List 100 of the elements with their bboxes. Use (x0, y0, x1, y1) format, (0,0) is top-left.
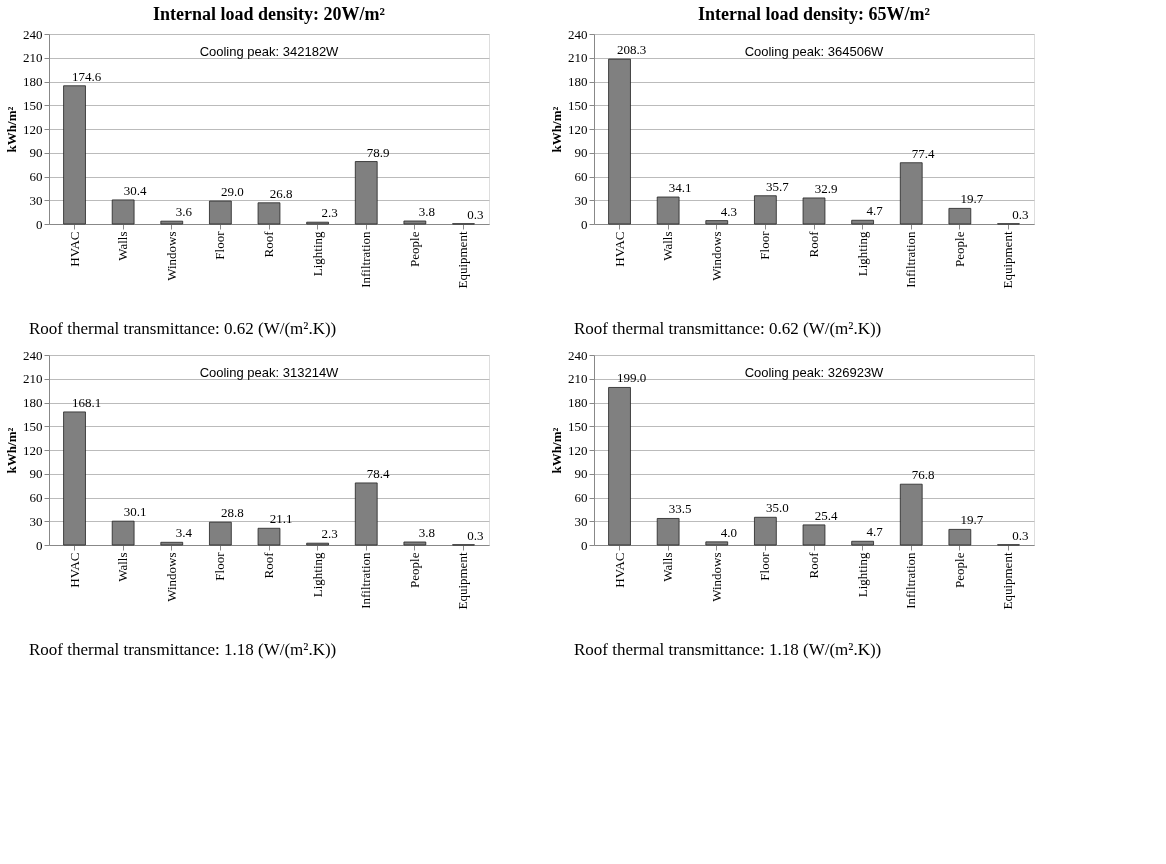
chart-title: Internal load density: 20W/m² (153, 4, 385, 24)
data-label: 199.0 (616, 370, 647, 386)
y-tick-label: 0 (36, 537, 43, 553)
y-tick-label: 120 (568, 121, 588, 137)
y-axis-title: kWh/m² (549, 427, 564, 474)
x-tick-label: Roof (806, 551, 821, 579)
data-label: 174.6 (71, 68, 102, 84)
text: Roof thermal transmittance: 0.62 (W/(m².K)) (574, 319, 882, 338)
data-label: 4.7 (866, 203, 884, 219)
x-tick-label: Lighting (854, 231, 870, 277)
data-label: 30.1 (123, 504, 147, 520)
x-tick-label: Equipment (455, 231, 471, 289)
y-tick-label: 180 (568, 395, 588, 410)
text: Roof thermal transmittance: 0.62 (W/(m².K)) (29, 319, 337, 338)
x-tick-label: Floor (757, 230, 773, 260)
x-tick-label: Windows (708, 552, 724, 602)
x-tick-label: HVAC (611, 552, 627, 588)
y-tick-label: 0 (581, 216, 588, 232)
x-tick-label: Walls (115, 231, 131, 261)
x-tick-label: Lighting (854, 552, 870, 598)
y-tick-label: 30 (29, 192, 43, 208)
data-label: 19.7 (960, 191, 984, 207)
data-label: 35.7 (766, 178, 790, 194)
data-label: 2.3 (321, 526, 338, 542)
y-tick-label: 120 (23, 121, 43, 137)
x-tick-label: Floor (757, 551, 773, 581)
y-tick-label: 0 (581, 537, 588, 553)
x-tick-label: People (406, 552, 422, 588)
x-tick-label: Infiltration (903, 552, 919, 609)
text: Roof thermal transmittance: 1.18 (W/(m².K)) (29, 640, 337, 659)
y-tick-label: 60 (29, 490, 43, 505)
data-label: 4.7 (866, 524, 884, 540)
y-axis-title: kWh/m² (4, 427, 19, 474)
text: Roof thermal transmittance: 1.18 (W/(m².K)) (574, 640, 882, 659)
y-tick-label: 90 (574, 145, 588, 161)
y-tick-label: 180 (568, 74, 588, 89)
x-tick-label: HVAC (611, 231, 627, 267)
y-axis-title: kWh/m² (4, 106, 19, 153)
x-tick-label: Windows (163, 552, 179, 602)
data-label: 28.8 (221, 505, 244, 521)
data-label: 29.0 (221, 184, 244, 200)
x-tick-label: Walls (660, 552, 676, 582)
x-tick-label: Roof (261, 551, 276, 579)
data-label: 77.4 (911, 145, 936, 161)
chart-title: Internal load density: 65W/m² (698, 4, 930, 24)
x-tick-label: Roof (806, 230, 821, 258)
annotation: Cooling peak: 364506W (744, 44, 885, 59)
data-label: 26.8 (269, 185, 293, 201)
data-label: 76.8 (911, 467, 935, 483)
x-tick-label: HVAC (66, 552, 82, 588)
x-tick-label: People (951, 231, 967, 267)
data-label: 0.3 (1012, 206, 1029, 222)
y-tick-label: 240 (23, 347, 43, 363)
x-tick-label: HVAC (66, 231, 82, 267)
data-label: 3.8 (418, 203, 435, 219)
y-tick-label: 120 (23, 442, 43, 458)
data-label: 25.4 (814, 507, 838, 523)
x-tick-label: Equipment (1000, 231, 1016, 289)
y-tick-label: 150 (568, 97, 588, 113)
data-label: 3.4 (175, 525, 193, 541)
annotation: Cooling peak: 313214W (199, 365, 340, 380)
y-tick-label: 150 (23, 418, 43, 434)
data-label: 19.7 (960, 512, 984, 528)
data-label: 0.3 (1012, 527, 1029, 543)
x-tick-label: Equipment (455, 552, 471, 610)
y-tick-label: 60 (29, 169, 43, 184)
data-label: 168.1 (71, 394, 102, 410)
y-tick-label: 30 (574, 192, 588, 208)
y-tick-label: 210 (23, 50, 43, 66)
y-tick-label: 180 (23, 395, 43, 410)
data-label: 30.4 (123, 182, 148, 198)
y-tick-label: 240 (23, 26, 43, 42)
data-label: 4.3 (720, 203, 737, 219)
x-tick-label: Equipment (1000, 552, 1016, 610)
x-tick-label: Windows (708, 231, 724, 281)
y-tick-label: 60 (574, 169, 588, 184)
y-tick-label: 30 (29, 513, 43, 529)
x-tick-label: Roof (261, 230, 276, 258)
annotation: Cooling peak: 326923W (744, 365, 885, 380)
x-tick-label: Walls (660, 231, 676, 261)
y-tick-label: 60 (574, 490, 588, 505)
data-label: 35.0 (766, 500, 789, 516)
data-label: 34.1 (668, 180, 692, 195)
x-tick-label: Infiltration (358, 552, 374, 609)
data-label: 0.3 (467, 527, 484, 543)
data-label: 3.6 (175, 204, 193, 220)
x-tick-label: Infiltration (903, 231, 919, 288)
x-tick-label: Lighting (309, 552, 325, 598)
x-tick-label: Floor (212, 230, 228, 260)
data-label: 2.3 (321, 205, 338, 221)
x-tick-label: People (406, 231, 422, 267)
y-tick-label: 150 (568, 418, 588, 434)
y-tick-label: 90 (29, 145, 43, 161)
x-tick-label: Infiltration (358, 231, 374, 288)
y-tick-label: 240 (568, 26, 588, 42)
y-tick-label: 90 (574, 466, 588, 482)
y-tick-label: 90 (29, 466, 43, 482)
data-label: 78.9 (366, 144, 390, 160)
data-label: 0.3 (467, 206, 484, 222)
x-tick-label: Windows (163, 231, 179, 281)
